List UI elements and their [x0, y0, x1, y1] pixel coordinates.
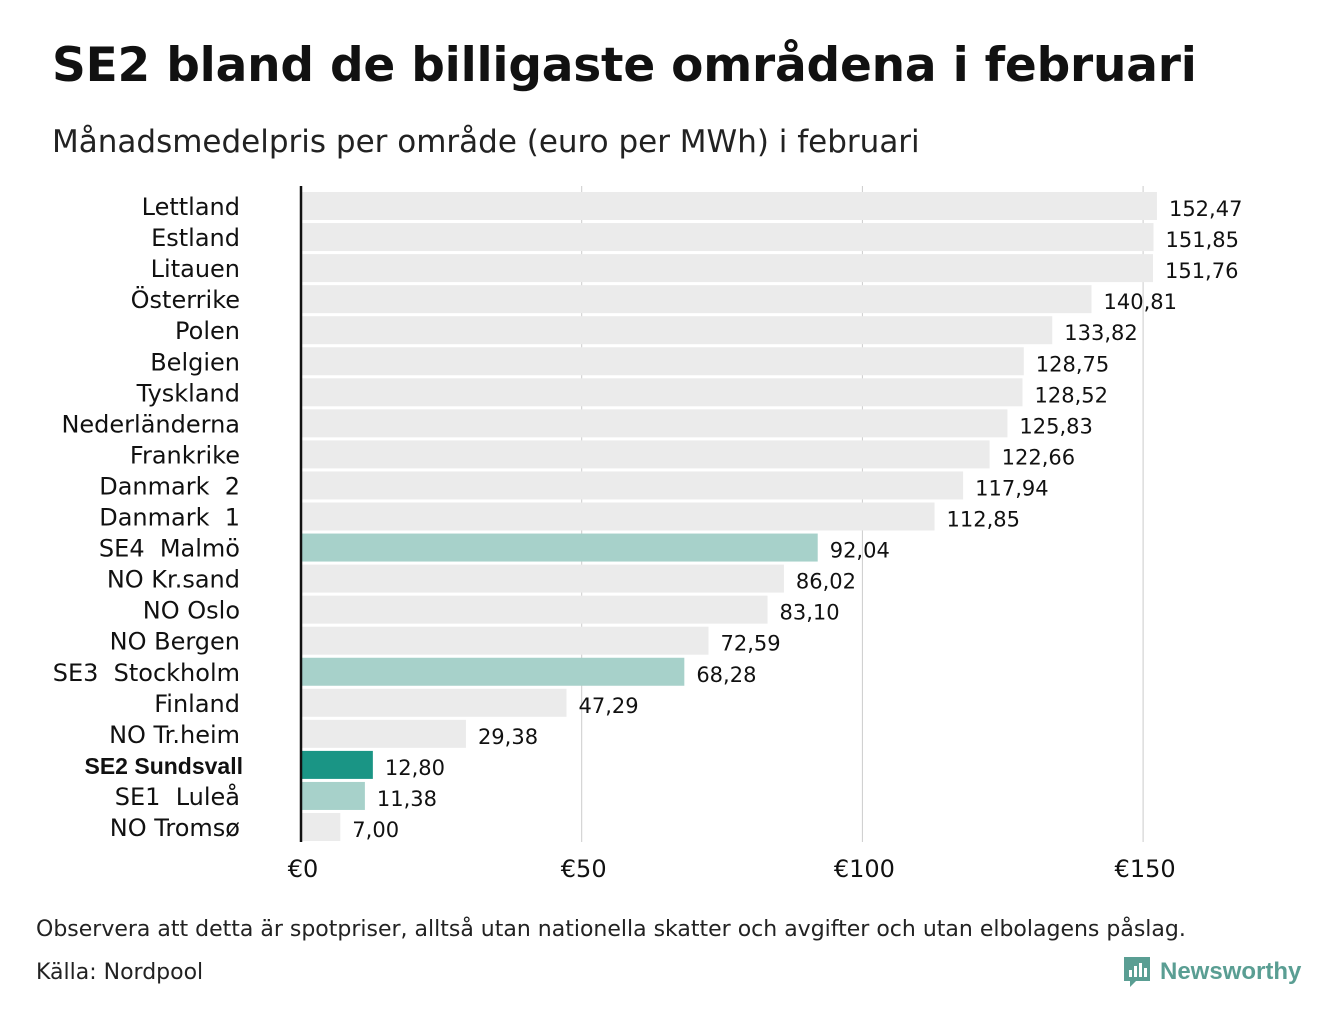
category-label: Danmark 1	[99, 504, 240, 532]
category-label: SE4 Malmö	[99, 535, 240, 563]
value-label: 128,52	[1035, 383, 1108, 407]
category-label: Litauen	[151, 255, 240, 283]
value-label: 92,04	[830, 539, 890, 563]
bar	[301, 347, 1024, 376]
bar	[301, 502, 935, 531]
bar	[301, 813, 341, 841]
value-label: 47,29	[578, 694, 638, 718]
value-label: 133,82	[1064, 321, 1137, 345]
bar	[301, 595, 768, 624]
category-label: SE1 Luleå	[115, 782, 240, 811]
category-label: NO Tr.heim	[109, 721, 240, 749]
bar	[301, 564, 784, 593]
value-label: 152,47	[1169, 197, 1242, 221]
category-label: Danmark 2	[99, 472, 240, 500]
category-label: Tyskland	[136, 379, 240, 407]
value-label: 86,02	[796, 570, 856, 594]
x-tick-label: €150	[1115, 855, 1176, 883]
bar	[301, 688, 567, 717]
value-label: 7,00	[352, 818, 399, 842]
category-label: Nederländerna	[61, 410, 240, 438]
category-label: Finland	[154, 690, 240, 718]
category-label: NO Oslo	[143, 597, 240, 625]
bar	[301, 750, 373, 779]
category-label: Polen	[175, 317, 240, 345]
bar	[301, 657, 685, 686]
chart-title: SE2 bland de billigaste områdena i febru…	[52, 38, 1197, 93]
value-label: 151,76	[1165, 259, 1238, 283]
newsworthy-logo-icon	[1124, 957, 1150, 987]
bar	[301, 254, 1153, 283]
value-label: 112,85	[947, 508, 1020, 532]
bar	[301, 719, 466, 748]
x-tick-label: €0	[288, 855, 319, 883]
value-label: 117,94	[975, 476, 1048, 500]
bar	[301, 409, 1008, 438]
category-label: Österrike	[131, 285, 240, 314]
bar-chart: 152,47 Lettland 151,85 Estland 151,76 Litauen…	[53, 186, 1242, 883]
x-tick-label: €50	[561, 855, 607, 883]
bar	[301, 316, 1053, 345]
value-label: 140,81	[1104, 290, 1177, 314]
footnote: Observera att detta är spotpriser, allts…	[36, 917, 1186, 942]
x-tick-label: €100	[834, 855, 895, 883]
category-label: NO Bergen	[110, 628, 240, 656]
value-label: 29,38	[478, 725, 538, 749]
category-label: SE3 Stockholm	[53, 659, 240, 687]
value-label: 128,75	[1036, 352, 1109, 376]
bar	[301, 223, 1154, 252]
category-label: Lettland	[142, 193, 240, 221]
newsworthy-logo: Newsworthy	[1122, 955, 1301, 989]
category-label: Belgien	[150, 348, 240, 376]
value-label: 122,66	[1002, 445, 1075, 469]
value-label: 68,28	[696, 663, 756, 687]
bar	[301, 285, 1092, 314]
category-label: NO Tromsø	[110, 814, 240, 842]
source-note: Källa: Nordpool	[36, 960, 204, 985]
bar	[301, 440, 990, 469]
value-label: 12,80	[385, 756, 445, 780]
newsworthy-logo-text: Newsworthy	[1160, 958, 1302, 985]
category-label: Frankrike	[130, 441, 240, 469]
category-label: SE2 Sundsvall	[84, 753, 243, 779]
bar	[301, 533, 818, 562]
chart-subtitle: Månadsmedelpris per område (euro per MWh…	[52, 124, 920, 160]
bar	[301, 192, 1157, 220]
bar	[301, 626, 709, 655]
value-label: 11,38	[377, 787, 437, 811]
category-label: Estland	[151, 224, 240, 252]
bar	[301, 378, 1023, 407]
value-label: 151,85	[1165, 228, 1238, 252]
value-label: 72,59	[721, 632, 781, 656]
value-label: 125,83	[1019, 414, 1092, 438]
bar	[301, 471, 964, 500]
bar	[301, 781, 365, 810]
value-label: 83,10	[780, 601, 840, 625]
category-label: NO Kr.sand	[107, 566, 240, 594]
